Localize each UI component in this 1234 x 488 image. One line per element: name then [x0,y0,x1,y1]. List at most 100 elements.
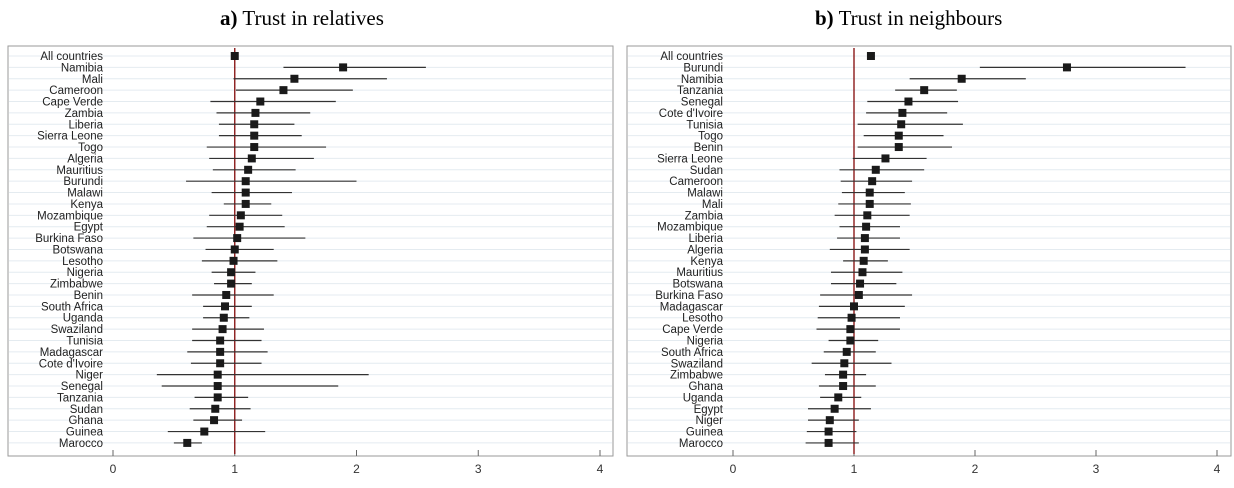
point-estimate [183,438,192,447]
x-tick-label: 3 [1093,462,1100,476]
point-estimate [834,393,843,402]
row-label: Sudan [70,404,103,416]
row-label: All countries [40,51,103,63]
panel-b-letter: b) [815,6,834,30]
point-estimate [216,359,225,368]
row-label: Nigeria [687,336,724,348]
row-label: Sierra Leone [37,131,103,143]
row-label: Egypt [74,222,104,234]
point-estimate [200,427,209,436]
point-estimate [957,74,966,83]
row-label: Ghana [688,381,723,393]
row-label: Swaziland [671,358,723,370]
forest-plot-a: 0 1 2 3 4 All countriesNamibiaMaliCameroonCap… [7,45,614,476]
point-estimate [213,393,222,402]
panel-b-title-text: Trust in neighbours [838,6,1003,30]
point-estimate [881,154,890,163]
point-estimate [216,336,225,345]
row-label: Madagascar [40,347,103,359]
panel-a: a) Trust in relatives 0 1 2 3 4 All countries… [0,0,617,483]
row-label: Togo [78,142,103,154]
point-estimate [825,416,834,425]
point-estimate [339,63,348,72]
forest-plot-b: 0 1 2 3 4 All countriesBurundiNamibiaTanzania… [626,45,1232,476]
row-label: Niger [696,415,724,427]
point-estimate [894,143,903,152]
row-label: Mauritius [676,267,723,279]
point-estimate [860,245,869,254]
row-label: Malawi [67,188,103,200]
row-label: Mauritius [56,165,103,177]
row-label: Sierra Leone [657,153,723,165]
point-estimate [856,279,865,288]
point-estimate [842,347,851,356]
point-estimate [216,347,225,356]
panel-a-letter: a) [220,6,238,30]
row-label: Liberia [68,119,103,131]
point-estimate [250,120,259,129]
plot-frame [626,45,1232,457]
row-label: Guinea [66,427,104,439]
point-estimate [241,177,250,186]
point-estimate [250,143,259,152]
x-tick-label: 1 [851,462,858,476]
row-label: Madagascar [660,301,723,313]
panel-b-title: b) Trust in neighbours [815,6,1002,31]
point-estimate [227,268,236,277]
row-label: Ghana [68,415,103,427]
row-label: Zambia [65,108,104,120]
point-estimate [222,290,231,299]
row-label: Benin [74,290,103,302]
point-estimate [839,370,848,379]
row-label: Tunisia [66,336,103,348]
row-label: Kenya [70,199,103,211]
point-estimate [250,131,259,140]
point-estimate [859,256,868,265]
row-label: Niger [76,370,104,382]
row-label: Senegal [61,381,103,393]
row-label: Kenya [690,256,723,268]
point-estimate [218,325,227,334]
point-estimate [904,97,913,106]
plot-frame [7,45,614,457]
row-label: Tanzania [57,392,104,404]
x-tick-label: 2 [353,462,360,476]
point-estimate [251,108,260,117]
point-estimate [865,188,874,197]
point-estimate [233,234,242,243]
row-label: Burkina Faso [35,233,103,245]
x-tick-label: 4 [1214,462,1221,476]
point-estimate [247,154,256,163]
x-tick-label: 2 [972,462,979,476]
row-label: Algeria [687,244,723,256]
point-estimate [897,120,906,129]
point-estimate [863,211,872,220]
row-label: Botswana [672,279,723,291]
point-estimate [290,74,299,83]
panel-b: b) Trust in neighbours 0 1 2 3 4 All countrie… [617,0,1234,483]
row-label: Cameroon [669,176,723,188]
point-estimate [229,256,238,265]
point-estimate [279,86,288,95]
row-label: Cape Verde [42,97,103,109]
point-estimate [219,313,228,322]
point-estimate [256,97,265,106]
point-estimate [840,359,849,368]
row-label: All countries [660,51,723,63]
point-estimate [824,427,833,436]
row-label: Cote d'Ivoire [39,358,103,370]
row-label: Nigeria [67,267,104,279]
point-estimate [236,211,245,220]
x-tick-label: 0 [730,462,737,476]
row-label: Liberia [688,233,723,245]
row-label: Senegal [681,97,723,109]
point-estimate [846,336,855,345]
row-label: Cote d'Ivoire [659,108,723,120]
point-estimate [210,416,219,425]
row-label: Mozambique [657,222,723,234]
row-label: Egypt [694,404,724,416]
row-label: Lesotho [682,313,723,325]
point-estimate [230,245,239,254]
point-estimate [854,290,863,299]
row-label: Togo [698,131,723,143]
